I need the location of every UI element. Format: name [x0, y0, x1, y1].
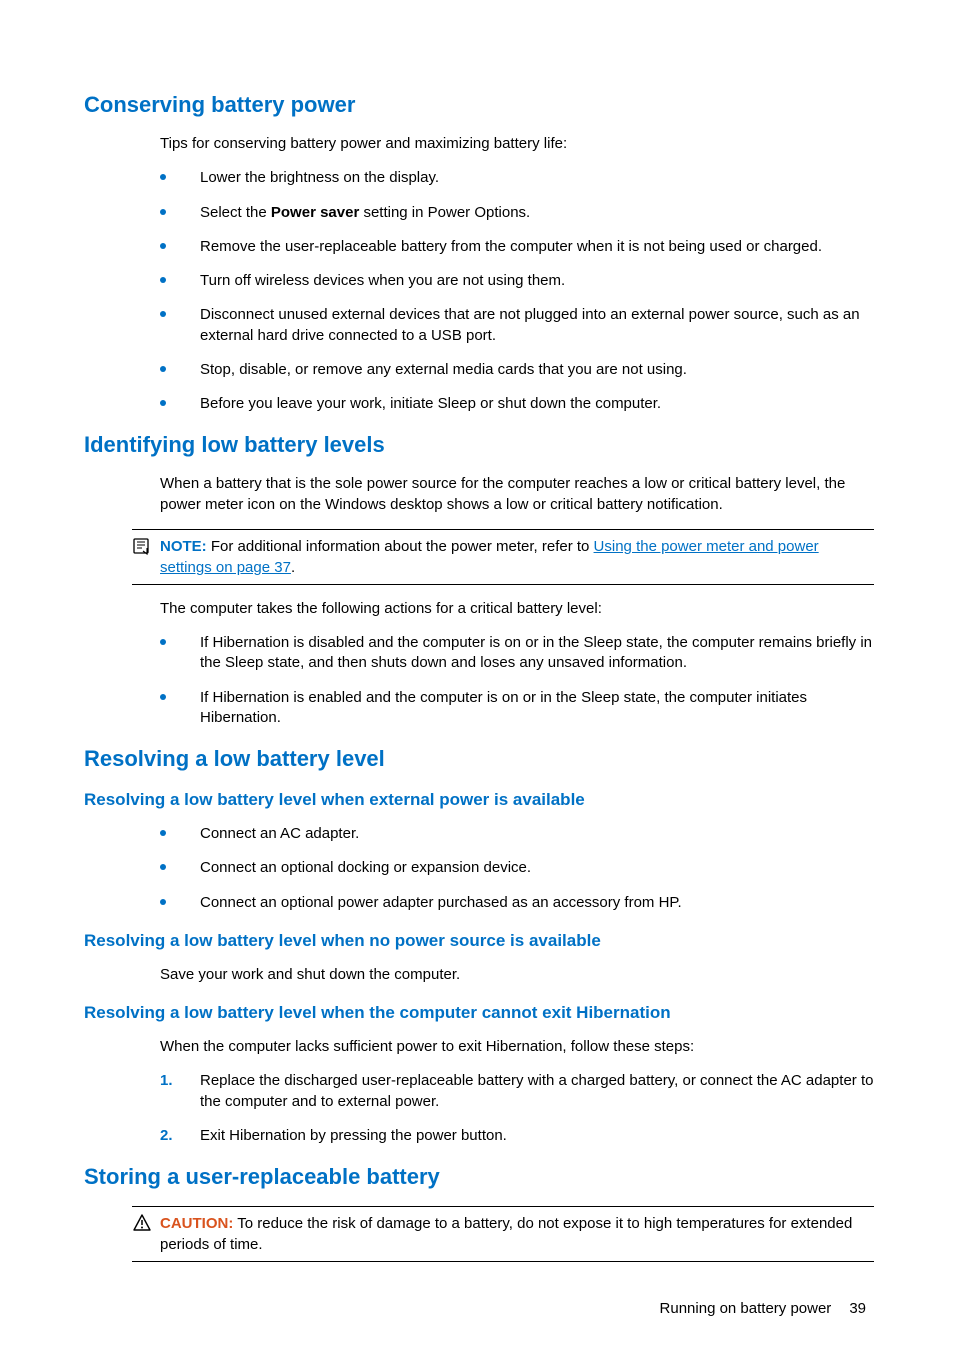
list-item: Remove the user-replaceable battery from… — [160, 237, 874, 257]
list-item: Before you leave your work, initiate Sle… — [160, 394, 874, 414]
list-item: Connect an AC adapter. — [160, 824, 874, 844]
resolving-sub3-steps: Replace the discharged user-replaceable … — [84, 1071, 874, 1146]
identifying-list: If Hibernation is disabled and the compu… — [84, 633, 874, 728]
heading-resolving-sub1: Resolving a low battery level when exter… — [84, 790, 874, 810]
note-text-post: . — [291, 559, 295, 576]
list-item: Select the Power saver setting in Power … — [160, 203, 874, 223]
heading-storing: Storing a user-replaceable battery — [84, 1164, 874, 1190]
list-item: Exit Hibernation by pressing the power b… — [160, 1126, 874, 1146]
heading-resolving-sub3: Resolving a low battery level when the c… — [84, 1003, 874, 1023]
list-item: Turn off wireless devices when you are n… — [160, 271, 874, 291]
caution-text: To reduce the risk of damage to a batter… — [160, 1215, 852, 1253]
resolving-sub3-para: When the computer lacks sufficient power… — [160, 1037, 874, 1057]
caution-icon — [132, 1213, 152, 1233]
identifying-para1: When a battery that is the sole power so… — [160, 474, 874, 515]
list-item: Disconnect unused external devices that … — [160, 305, 874, 346]
heading-conserving: Conserving battery power — [84, 92, 874, 118]
conserving-list: Lower the brightness on the display. Sel… — [84, 168, 874, 414]
resolving-sub2-para: Save your work and shut down the compute… — [160, 965, 874, 985]
list-item: Stop, disable, or remove any external me… — [160, 360, 874, 380]
note-icon — [132, 536, 152, 556]
caution-label: CAUTION: — [160, 1215, 233, 1232]
page-footer: Running on battery power 39 — [84, 1300, 874, 1317]
page-number: 39 — [849, 1300, 866, 1317]
conserving-intro: Tips for conserving battery power and ma… — [160, 134, 874, 154]
list-item: Connect an optional docking or expansion… — [160, 858, 874, 878]
note-label: NOTE: — [160, 538, 207, 555]
resolving-sub1-list: Connect an AC adapter. Connect an option… — [84, 824, 874, 913]
footer-text: Running on battery power — [660, 1300, 832, 1317]
list-item: If Hibernation is enabled and the comput… — [160, 688, 874, 729]
list-item: If Hibernation is disabled and the compu… — [160, 633, 874, 674]
list-item: Connect an optional power adapter purcha… — [160, 893, 874, 913]
note-box: NOTE: For additional information about t… — [132, 529, 874, 585]
identifying-para2: The computer takes the following actions… — [160, 599, 874, 619]
document-page: Conserving battery power Tips for conser… — [0, 0, 954, 1367]
heading-identifying: Identifying low battery levels — [84, 432, 874, 458]
note-text-pre: For additional information about the pow… — [207, 538, 594, 555]
heading-resolving: Resolving a low battery level — [84, 746, 874, 772]
caution-box: CAUTION: To reduce the risk of damage to… — [132, 1206, 874, 1262]
list-item: Replace the discharged user-replaceable … — [160, 1071, 874, 1112]
list-item: Lower the brightness on the display. — [160, 168, 874, 188]
heading-resolving-sub2: Resolving a low battery level when no po… — [84, 931, 874, 951]
